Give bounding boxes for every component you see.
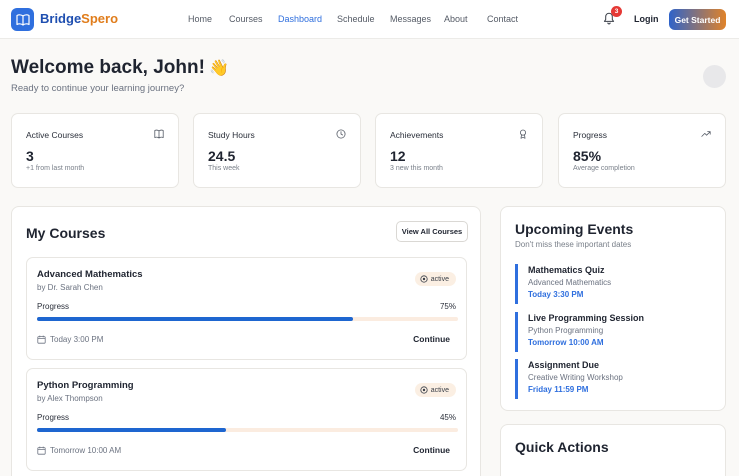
event-course: Python Programming — [528, 326, 604, 335]
stat-label: Progress — [573, 130, 608, 140]
nav-link-schedule[interactable]: Schedule — [337, 14, 375, 24]
course-time: Tomorrow 10:00 AM — [50, 446, 122, 455]
course-card[interactable]: Advanced Mathematics by Dr. Sarah Chen a… — [26, 257, 467, 360]
target-icon — [420, 275, 428, 283]
course-schedule: Today 3:00 PM — [37, 335, 103, 344]
nav-link-home[interactable]: Home — [188, 14, 213, 24]
stat-label: Achievements — [390, 130, 444, 140]
progress-bar — [37, 428, 458, 432]
stat-card-study-hours: Study Hours 24.5 This week — [193, 113, 361, 188]
nav-link-courses[interactable]: Courses — [229, 14, 263, 24]
course-instructor: by Alex Thompson — [37, 394, 103, 403]
get-started-button[interactable]: Get Started — [669, 9, 726, 30]
nav-link-dashboard[interactable]: Dashboard — [278, 14, 323, 24]
course-title: Python Programming — [37, 380, 134, 391]
progress-value: 45% — [439, 413, 456, 422]
stat-subtext: This week — [208, 165, 240, 172]
progress-value: 75% — [439, 302, 456, 311]
stat-value: 85% — [573, 148, 602, 164]
stat-card-progress: Progress 85% Average completion — [558, 113, 726, 188]
event-item[interactable]: Mathematics Quiz Advanced Mathematics To… — [515, 264, 705, 304]
course-card[interactable]: Python Programming by Alex Thompson acti… — [26, 368, 467, 471]
stat-label: Study Hours — [208, 130, 255, 140]
page-subtitle: Ready to continue your learning journey? — [11, 83, 185, 94]
stat-value: 3 — [26, 148, 34, 164]
progress-fill — [37, 428, 227, 432]
course-time: Today 3:00 PM — [50, 335, 104, 344]
stat-value: 12 — [390, 148, 406, 164]
login-button[interactable]: Login — [634, 14, 659, 24]
view-all-courses-button[interactable]: View All Courses — [396, 221, 468, 242]
event-title: Live Programming Session — [528, 313, 645, 323]
event-item[interactable]: Assignment Due Creative Writing Workshop… — [515, 359, 705, 399]
progress-fill — [37, 317, 353, 321]
my-courses-panel: My Courses View All Courses Advanced Mat… — [11, 206, 481, 476]
stat-subtext: Average completion — [573, 165, 635, 172]
award-icon — [520, 129, 526, 139]
waving-hand-icon: 👋 — [208, 60, 229, 77]
progress-label: Progress — [37, 413, 70, 422]
event-course: Advanced Mathematics — [528, 278, 612, 287]
status-text: active — [430, 275, 449, 283]
my-courses-title: My Courses — [26, 225, 106, 241]
stat-value: 24.5 — [208, 148, 236, 164]
course-schedule: Tomorrow 10:00 AM — [37, 446, 121, 455]
upcoming-events-title: Upcoming Events — [515, 221, 634, 237]
nav-link-contact[interactable]: Contact — [487, 14, 519, 24]
event-time: Today 3:30 PM — [528, 290, 584, 299]
quick-actions-title: Quick Actions — [515, 439, 609, 455]
status-badge: active — [414, 272, 456, 286]
welcome-text: Welcome back, John! — [11, 57, 205, 78]
continue-button[interactable]: Continue — [413, 445, 450, 455]
event-title: Mathematics Quiz — [528, 265, 605, 275]
continue-button[interactable]: Continue — [413, 334, 450, 344]
event-time: Tomorrow 10:00 AM — [528, 338, 604, 347]
upcoming-events-panel: Upcoming Events Don't miss these importa… — [500, 206, 726, 411]
calendar-icon — [37, 446, 46, 455]
target-icon — [420, 386, 428, 394]
progress-label: Progress — [37, 302, 70, 311]
status-badge: active — [414, 383, 456, 397]
stat-subtext: 3 new this month — [390, 165, 443, 172]
upcoming-events-subtitle: Don't miss these important dates — [515, 240, 632, 249]
quick-actions-panel: Quick Actions — [500, 424, 726, 476]
brand-name-part2: Spero — [81, 11, 119, 26]
event-time: Friday 11:59 PM — [528, 385, 589, 394]
event-course: Creative Writing Workshop — [528, 373, 623, 382]
stat-subtext: +1 from last month — [26, 165, 85, 172]
progress-bar — [37, 317, 458, 321]
trending-up-icon — [701, 131, 711, 137]
book-icon — [154, 129, 164, 139]
stat-label: Active Courses — [26, 130, 84, 140]
calendar-icon — [37, 335, 46, 344]
page-title: Welcome back, John! 👋 — [11, 57, 229, 79]
top-navbar: BridgeSpero Home Courses Dashboard Sched… — [0, 0, 739, 39]
status-text: active — [430, 386, 449, 394]
avatar[interactable] — [703, 65, 726, 88]
notification-badge: 3 — [611, 6, 622, 17]
course-instructor: by Dr. Sarah Chen — [37, 283, 103, 292]
nav-link-messages[interactable]: Messages — [390, 14, 432, 24]
course-title: Advanced Mathematics — [37, 269, 143, 280]
brand-name-part1: Bridge — [40, 11, 82, 26]
event-title: Assignment Due — [528, 360, 600, 370]
book-open-icon[interactable] — [11, 8, 34, 31]
clock-icon — [336, 129, 346, 139]
stat-card-achievements: Achievements 12 3 new this month — [375, 113, 543, 188]
brand-logo-text[interactable]: BridgeSpero — [40, 11, 118, 26]
stat-card-active-courses: Active Courses 3 +1 from last month — [11, 113, 179, 188]
event-item[interactable]: Live Programming Session Python Programm… — [515, 312, 705, 352]
nav-link-about[interactable]: About — [444, 14, 468, 24]
